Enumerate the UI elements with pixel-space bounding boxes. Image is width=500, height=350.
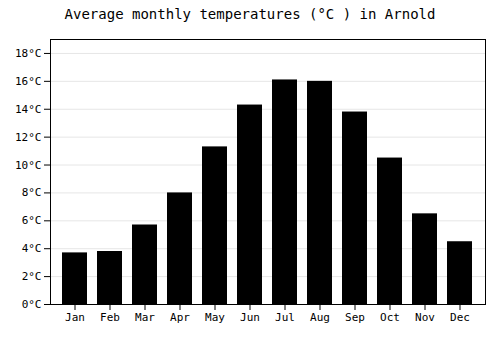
svg-text:14°C: 14°C: [15, 103, 42, 116]
svg-text:Sep: Sep: [345, 311, 365, 324]
svg-text:Jul: Jul: [275, 311, 295, 324]
html-text:Average monthly temperatures (: Average monthly temperatures (°C ) in Ar…: [64, 6, 436, 22]
svg-text:Feb: Feb: [100, 311, 120, 324]
svg-text:Nov: Nov: [415, 311, 435, 324]
svg-text:Mar: Mar: [135, 311, 155, 324]
svg-text:Aug: Aug: [310, 311, 330, 324]
svg-text:Apr: Apr: [170, 311, 190, 324]
svg-text:10°C: 10°C: [15, 159, 42, 172]
svg-text:8°C: 8°C: [22, 186, 42, 199]
svg-text:18°C: 18°C: [15, 47, 42, 60]
svg-text:Dec: Dec: [450, 311, 470, 324]
svg-text:4°C: 4°C: [22, 242, 42, 255]
svg-text:16°C: 16°C: [15, 75, 42, 88]
svg-text:12°C: 12°C: [15, 131, 42, 144]
svg-text:Jun: Jun: [240, 311, 260, 324]
svg-text:Jan: Jan: [65, 311, 85, 324]
svg-text:2°C: 2°C: [22, 270, 42, 283]
svg-text:6°C: 6°C: [22, 214, 42, 227]
svg-text:Oct: Oct: [380, 311, 400, 324]
svg-text:0°C: 0°C: [22, 298, 42, 311]
svg-text:May: May: [205, 311, 225, 324]
